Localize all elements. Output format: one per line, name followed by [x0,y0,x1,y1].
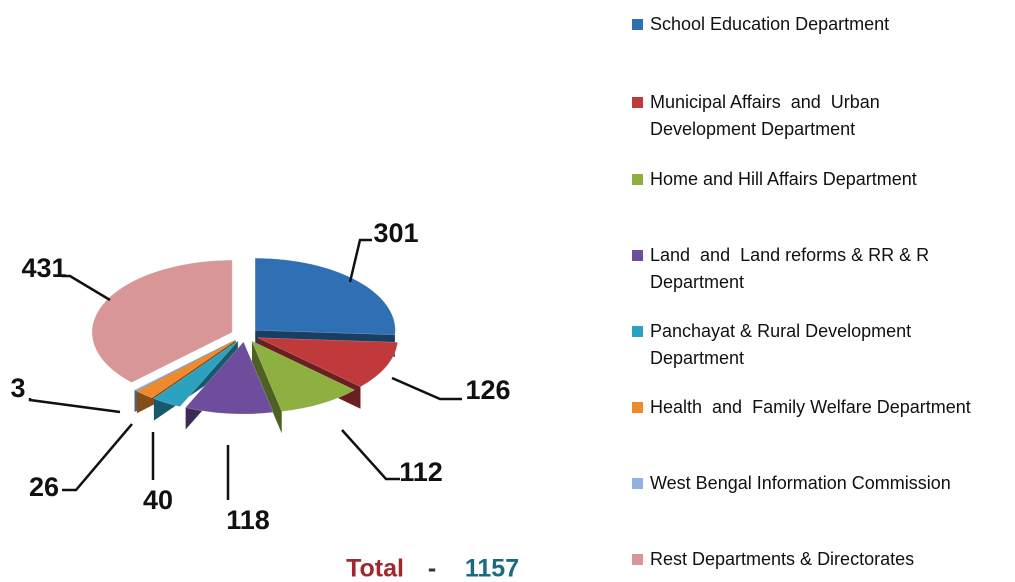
slice-top [185,341,274,415]
leader-line [391,376,462,401]
data-label: 40 [143,485,173,515]
legend-swatch [632,478,643,489]
leader-line [62,274,111,302]
slice-top [136,340,236,399]
legend-item: School Education Department [632,11,1015,38]
data-label: 112 [399,457,443,487]
data-label: 126 [465,375,510,405]
slice-top [254,257,396,336]
data-label: 26 [29,472,59,502]
total-separator: - [428,555,436,582]
legend-swatch [632,19,643,30]
data-label: 3 [10,373,25,403]
legend-label: Panchayat & Rural Development Department [650,321,917,368]
legend-label: West Bengal Information Commission [650,473,951,493]
leader-line [341,429,400,481]
slice [185,341,274,436]
slice [153,340,239,429]
legend-label: School Education Department [650,14,890,34]
slice [254,257,396,357]
legend-item: Home and Hill Affairs Department [632,166,1015,193]
legend-item: Municipal Affairs and Urban Development … [632,89,950,143]
legend-label: Municipal Affairs and Urban Development … [650,92,885,139]
legend-label: Health and Family Welfare Department [650,397,971,417]
legend-swatch [632,554,643,565]
slice-top [133,339,236,392]
data-label: 431 [21,253,66,283]
slice-top [91,260,233,383]
legend-item: Health and Family Welfare Department [632,394,1015,421]
leader-line [348,238,372,283]
slice [257,337,398,409]
data-label: 118 [226,505,270,535]
slice [251,340,356,434]
slice-top [251,340,356,412]
legend-label: Home and Hill Affairs Department [650,169,917,189]
legend-swatch [632,402,643,413]
legend-label: Rest Departments & Directorates [650,549,915,569]
legend-swatch [632,250,643,261]
total-label: Total [346,555,404,582]
legend-swatch [632,97,643,108]
legend-label: Land and Land reforms & RR & R Departmen… [650,245,935,292]
slice-top [257,337,398,388]
total-value: 1157 [465,555,519,582]
legend-swatch [632,326,643,337]
legend-item: Rest Departments & Directorates [632,546,1015,573]
legend-item: Land and Land reforms & RR & R Departmen… [632,242,950,296]
legend-item: Panchayat & Rural Development Department [632,318,950,372]
legend-swatch [632,174,643,185]
slice [91,260,233,405]
leader-line [28,398,121,414]
slice-top [153,340,239,407]
data-label: 301 [373,218,418,248]
leader-line [62,423,133,492]
legend-item: West Bengal Information Commission [632,470,1015,497]
